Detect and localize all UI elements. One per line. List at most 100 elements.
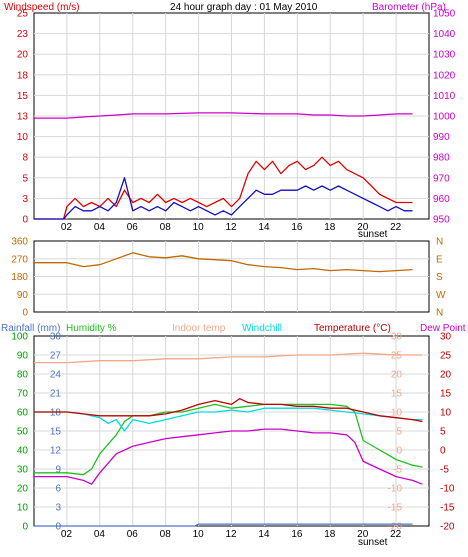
temperature-tick-label-left: 5 xyxy=(396,427,402,438)
compass-tick-label: W xyxy=(436,290,446,301)
rainfall-tick-label: 24 xyxy=(50,370,62,381)
wind-direction-line xyxy=(34,252,413,273)
barometer-tick-label: 980 xyxy=(433,153,450,164)
rainfall-tick-label: 15 xyxy=(50,427,62,438)
humidity-tick-label: 40 xyxy=(17,446,29,457)
humidity-tick-label: 10 xyxy=(17,503,29,514)
barometer-tick-label: 950 xyxy=(433,215,450,226)
axis-ticks: 0202040406060808101012121414161618182020… xyxy=(11,9,455,541)
rainfall-tick-label: 27 xyxy=(50,351,62,362)
x-tick-label-temp: 12 xyxy=(226,529,238,540)
windspeed-tick-label: 25 xyxy=(17,9,29,20)
x-tick-label-wind: 04 xyxy=(94,222,106,233)
temperature-tick-label-left: 10 xyxy=(391,408,403,419)
windchill-legend: Windchill xyxy=(242,323,282,334)
barometer-axis-title: Barometer (hPa) xyxy=(372,2,446,13)
rainfall-axis-title: Rainfall (mm) xyxy=(1,323,60,334)
windspeed-tick-label: 0 xyxy=(22,215,28,226)
compass-tick-label: N xyxy=(436,237,443,248)
rainfall-tick-label: 30 xyxy=(50,332,62,343)
temperature-line xyxy=(34,398,423,423)
windspeed-tick-label: 3 xyxy=(22,194,28,205)
rainfall-tick-label: 9 xyxy=(55,465,61,476)
x-tick-label-wind: 14 xyxy=(258,222,270,233)
data-lines xyxy=(34,112,423,527)
compass-tick-label: N xyxy=(436,308,443,319)
humidity-tick-label: 70 xyxy=(17,389,29,400)
direction-tick-label: 360 xyxy=(11,237,28,248)
windspeed-axis-title: Windspeed (m/s) xyxy=(4,2,80,13)
rainfall-tick-label: 6 xyxy=(55,484,61,495)
windspeed-tick-label: 5 xyxy=(22,173,28,184)
x-tick-label-temp: 02 xyxy=(61,529,73,540)
temperature-tick-label-right: -10 xyxy=(440,484,455,495)
direction-tick-label: 90 xyxy=(17,290,29,301)
windspeed-tick-label: 15 xyxy=(17,91,29,102)
humidity-tick-label: 90 xyxy=(17,351,29,362)
x-tick-label-wind: 02 xyxy=(61,222,73,233)
x-tick-label-wind: 16 xyxy=(291,222,303,233)
rainfall-tick-label: 18 xyxy=(50,408,62,419)
windspeed-tick-label: 23 xyxy=(17,29,29,40)
temperature-tick-label-left: 20 xyxy=(391,370,403,381)
x-tick-label-wind: 20 xyxy=(357,222,369,233)
direction-tick-label: 0 xyxy=(22,308,28,319)
x-tick-label-temp: 08 xyxy=(160,529,172,540)
barometer-tick-label: 1030 xyxy=(433,50,456,61)
windspeed-tick-label: 8 xyxy=(22,153,28,164)
barometer-tick-label: 1050 xyxy=(433,9,456,20)
rainfall-tick-label: 3 xyxy=(55,503,61,514)
windspeed-tick-label: 18 xyxy=(17,70,29,81)
compass-tick-label: S xyxy=(436,272,443,283)
sunset-label-wind: sunset xyxy=(358,229,388,240)
humidity-tick-label: 80 xyxy=(17,370,29,381)
indoor-temp-legend: Indoor temp xyxy=(172,323,226,334)
x-tick-label-wind: 12 xyxy=(226,222,238,233)
rainfall-line xyxy=(34,523,413,527)
barometer-tick-label: 1000 xyxy=(433,112,456,123)
barometer-tick-label: 1010 xyxy=(433,91,456,102)
temperature-tick-label-left: -10 xyxy=(388,484,403,495)
gust-line xyxy=(34,177,413,220)
x-tick-label-wind: 08 xyxy=(160,222,172,233)
temperature-tick-label-left: -5 xyxy=(393,465,402,476)
temperature-tick-label-left: 25 xyxy=(391,351,403,362)
rainfall-tick-label: 12 xyxy=(50,446,62,457)
chart-title: 24 hour graph day : 01 May 2010 xyxy=(170,2,318,13)
x-tick-label-temp: 22 xyxy=(390,529,402,540)
windspeed-tick-label: 20 xyxy=(17,50,29,61)
barometer-tick-label: 960 xyxy=(433,194,450,205)
x-tick-label-temp: 04 xyxy=(94,529,106,540)
barometer-tick-label: 1040 xyxy=(433,29,456,40)
compass-tick-label: E xyxy=(436,254,443,265)
temperature-tick-label-right: -20 xyxy=(440,522,455,533)
windspeed-line xyxy=(34,156,413,220)
sunset-label-temp: sunset xyxy=(358,537,388,548)
rainfall-tick-label: 0 xyxy=(55,522,61,533)
temperature-tick-label-right: -15 xyxy=(440,503,455,514)
barometer-tick-label: 970 xyxy=(433,173,450,184)
temperature-tick-label-left: -15 xyxy=(388,503,403,514)
humidity-tick-label: 60 xyxy=(17,408,29,419)
direction-tick-label: 180 xyxy=(11,272,28,283)
grid-lines xyxy=(34,13,429,526)
rainfall-tick-label: 21 xyxy=(50,389,62,400)
temperature-legend: Temperature (°C) xyxy=(314,323,391,334)
humidity-tick-label: 20 xyxy=(17,484,29,495)
temperature-tick-label-left: 0 xyxy=(396,446,402,457)
x-tick-label-temp: 10 xyxy=(193,529,205,540)
humidity-tick-label: 0 xyxy=(22,522,28,533)
barometer-line xyxy=(34,112,413,119)
temperature-tick-label-left: 15 xyxy=(391,389,403,400)
x-tick-label-temp: 16 xyxy=(291,529,303,540)
x-tick-label-temp: 14 xyxy=(258,529,270,540)
temperature-tick-label-right: 5 xyxy=(440,427,446,438)
humidity-axis-title: Humidity % xyxy=(66,323,117,334)
dew-point-legend: Dew Point xyxy=(420,323,466,334)
indoor-temp-line xyxy=(34,352,423,364)
temperature-tick-label-left: -20 xyxy=(388,522,403,533)
temperature-tick-label-right: 20 xyxy=(440,370,452,381)
windspeed-tick-label: 13 xyxy=(17,112,29,123)
humidity-tick-label: 50 xyxy=(17,427,29,438)
